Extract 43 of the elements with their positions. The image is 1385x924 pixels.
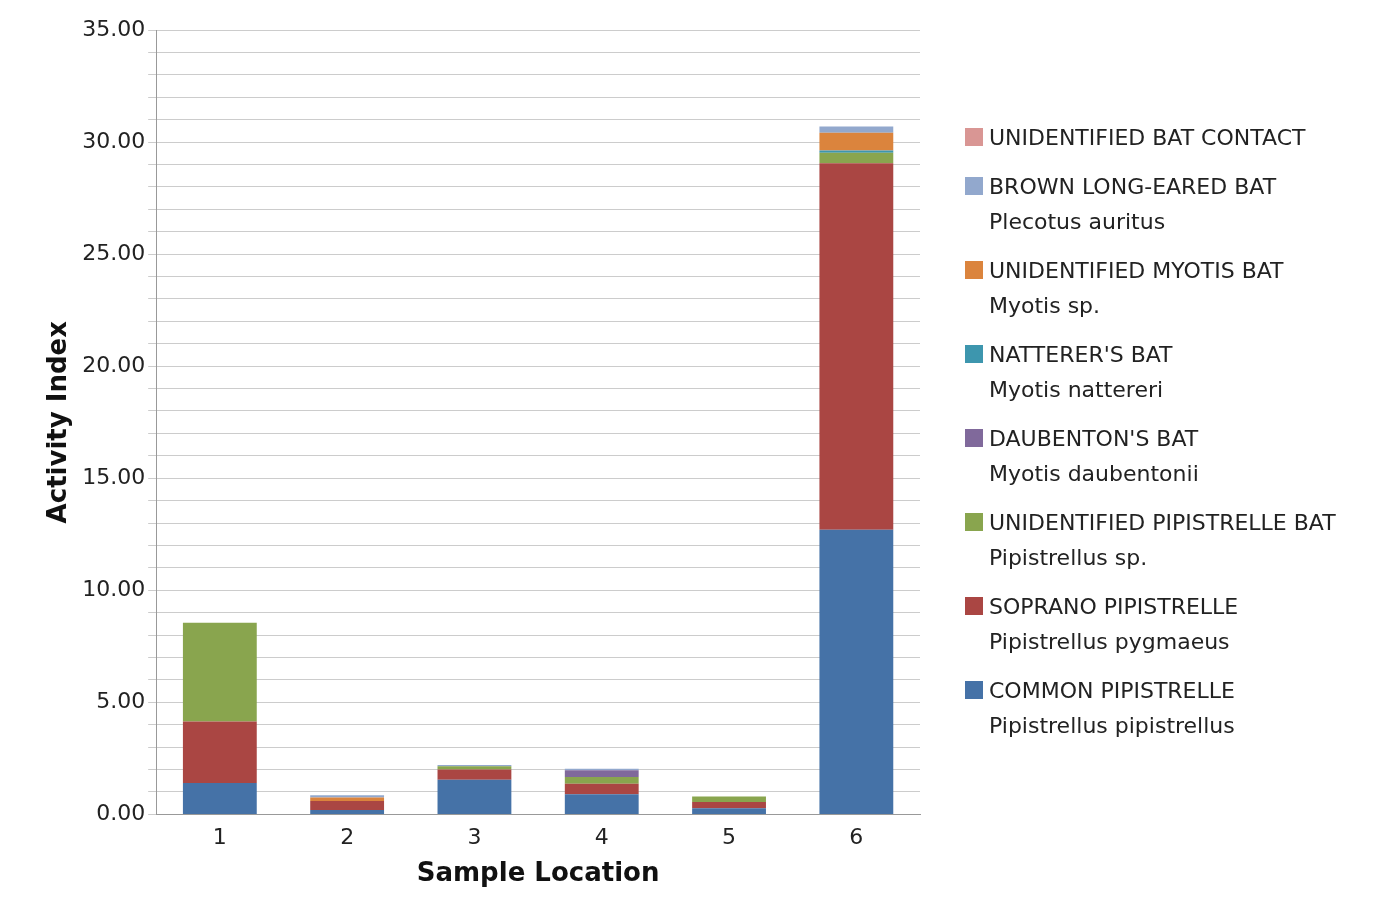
bar [692,802,766,809]
bar [310,800,385,810]
legend-label: SOPRANO PIPISTRELLE Pipistrellus pygmaeus [989,593,1239,656]
bar [819,126,894,133]
legend-label: UNIDENTIFIED BAT CONTACT [989,124,1306,152]
y-tick-label: 25.00 [82,239,146,265]
bar [182,721,257,784]
bar [564,776,639,784]
x-tick-label: 6 [849,824,864,850]
legend-label: DAUBENTON'S BAT Myotis daubentonii [989,425,1199,488]
x-tick-label: 4 [594,824,609,850]
y-tick-label: 15.00 [82,463,146,489]
legend-label: UNIDENTIFIED PIPISTRELLE BAT Pipistrellus sp. [989,509,1336,572]
bar [564,770,639,777]
bar [310,809,385,814]
x-tick-label: 2 [340,824,355,850]
y-tick-label: 35.00 [82,15,146,41]
x-tick-label: 3 [467,824,482,850]
bar [819,529,894,814]
y-axis-title: Activity Index [42,320,73,524]
bar [437,769,512,780]
bar [182,622,257,722]
bar [819,152,894,164]
bar [819,163,894,530]
bar [182,783,257,814]
bar [692,796,766,803]
bar [819,132,894,151]
legend-label: COMMON PIPISTRELLE Pipistrellus pipistrellus [989,677,1235,740]
y-tick-label: 0.00 [96,800,146,826]
y-tick-label: 5.00 [96,688,146,714]
y-tick-label: 20.00 [82,351,146,377]
y-tick-label: 10.00 [82,576,146,601]
bar [564,794,639,814]
legend-label: BROWN LONG-EARED BAT Plecotus auritus [989,173,1277,236]
bar [692,808,766,814]
legend-label: UNIDENTIFIED MYOTIS BAT Myotis sp. [989,257,1284,320]
bar [564,783,639,795]
x-tick-label: 5 [722,824,737,850]
x-axis-title: Sample Location [416,857,660,888]
y-tick-label: 30.00 [82,127,146,153]
x-tick-label: 1 [212,824,227,850]
bar [437,779,512,814]
legend-label: NATTERER'S BAT Myotis nattereri [989,341,1173,404]
